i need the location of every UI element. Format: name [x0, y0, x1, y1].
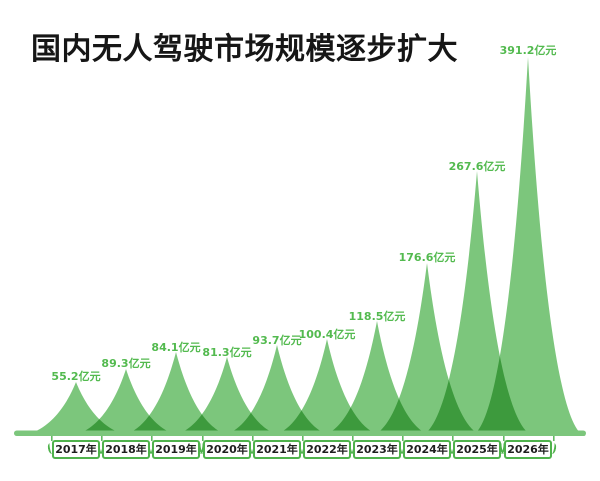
value-label: 81.3亿元 [202, 346, 252, 359]
year-label: 2018年 [102, 440, 150, 459]
peak-area [68, 369, 184, 436]
value-label: 84.1亿元 [151, 341, 201, 354]
value-label: 176.6亿元 [398, 251, 456, 264]
axis-tick [503, 436, 505, 441]
axis-tick-group [51, 436, 555, 441]
axis-tick [302, 436, 304, 441]
peak-group [18, 57, 586, 436]
axis-tick [553, 436, 555, 441]
year-label: 2019年 [152, 440, 200, 459]
year-label: 2023年 [353, 440, 401, 459]
value-label: 267.6亿元 [448, 160, 506, 173]
year-label: 2020年 [203, 440, 251, 459]
peak-area [470, 57, 586, 436]
peak-area [18, 382, 134, 436]
peak-area [219, 345, 335, 436]
peak-area [369, 263, 485, 436]
axis-tick [202, 436, 204, 441]
year-label: 2021年 [253, 440, 301, 459]
value-label: 100.4亿元 [298, 328, 356, 341]
year-label: 2017年 [52, 440, 100, 459]
axis-tick [452, 436, 454, 441]
axis-tick [252, 436, 254, 441]
year-label: 2022年 [303, 440, 351, 459]
axis-tick [352, 436, 354, 441]
year-label: 2026年 [504, 440, 552, 459]
value-label: 55.2亿元 [51, 370, 101, 383]
peak-area [419, 171, 535, 436]
axis-tick [101, 436, 103, 441]
peak-area [319, 321, 435, 436]
peak-area [118, 352, 234, 436]
axis-tick [402, 436, 404, 441]
value-label: 93.7亿元 [252, 334, 302, 347]
value-label: 391.2亿元 [499, 44, 557, 57]
year-label: 2024年 [403, 440, 451, 459]
peak-area [269, 339, 385, 436]
axis-tick [51, 436, 53, 441]
value-label: 89.3亿元 [101, 357, 151, 370]
value-label: 118.5亿元 [348, 310, 406, 323]
chart-title: 国内无人驾驶市场规模逐步扩大 [31, 32, 458, 67]
year-label: 2025年 [453, 440, 501, 459]
axis-tick [151, 436, 153, 441]
baseline-strip [14, 430, 586, 436]
peak-area [169, 357, 285, 436]
